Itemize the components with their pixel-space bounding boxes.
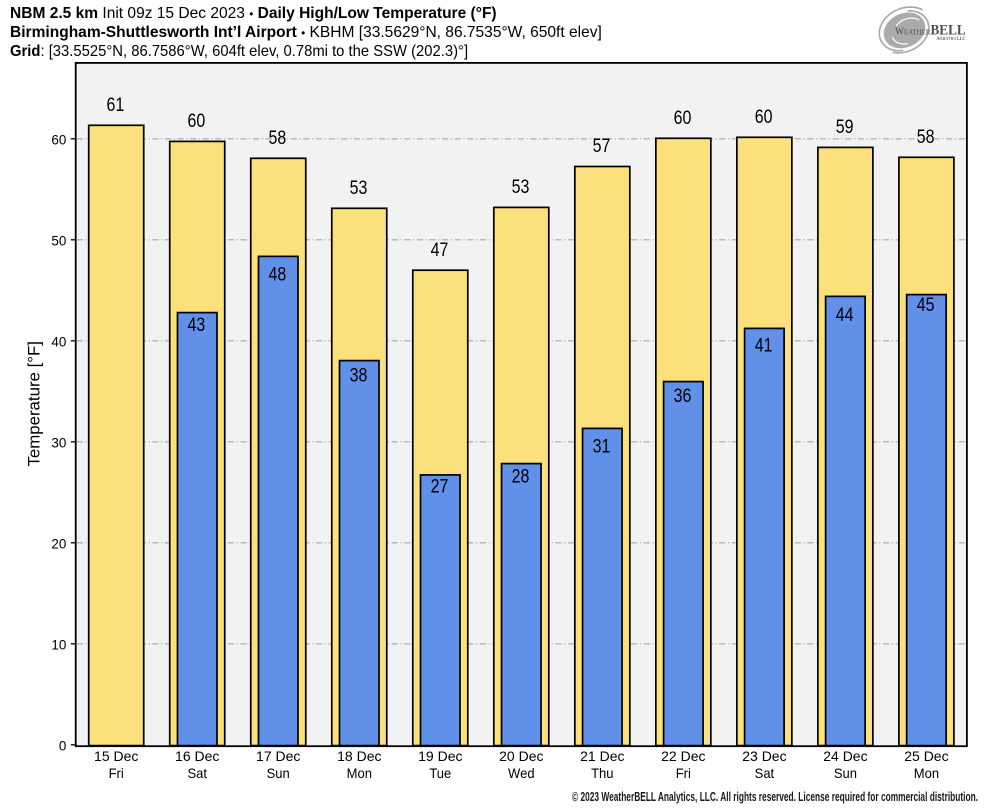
svg-text:© 2023 WeatherBELL Analytics,: © 2023 WeatherBELL Analytics, LLC. All r… — [572, 789, 978, 804]
svg-text:43: 43 — [188, 314, 206, 336]
svg-text:Wed: Wed — [508, 765, 535, 781]
svg-text:60: 60 — [674, 107, 692, 129]
svg-text:0: 0 — [59, 738, 67, 753]
svg-text:60: 60 — [188, 110, 206, 132]
svg-text:28: 28 — [512, 465, 530, 487]
svg-text:20 Dec: 20 Dec — [499, 748, 543, 764]
svg-text:Sun: Sun — [267, 765, 290, 781]
svg-text:10: 10 — [51, 637, 66, 652]
svg-text:Sat: Sat — [755, 765, 775, 781]
svg-text:20: 20 — [51, 536, 66, 551]
svg-text:Fri: Fri — [109, 765, 124, 781]
svg-text:15 Dec: 15 Dec — [94, 748, 138, 764]
svg-text:Tue: Tue — [429, 765, 451, 781]
svg-text:Mon: Mon — [914, 765, 939, 781]
svg-text:Fri: Fri — [676, 765, 691, 781]
svg-text:58: 58 — [917, 126, 935, 148]
svg-text:23 Dec: 23 Dec — [742, 748, 786, 764]
svg-text:58: 58 — [269, 127, 287, 149]
svg-text:48: 48 — [269, 263, 287, 285]
svg-text:45: 45 — [917, 294, 935, 316]
svg-text:59: 59 — [836, 116, 854, 138]
svg-text:16 Dec: 16 Dec — [175, 748, 219, 764]
svg-text:38: 38 — [350, 364, 368, 386]
svg-text:60: 60 — [51, 132, 66, 147]
svg-text:25 Dec: 25 Dec — [904, 748, 948, 764]
svg-text:53: 53 — [512, 176, 530, 198]
svg-text:27: 27 — [431, 475, 449, 497]
svg-text:41: 41 — [755, 334, 773, 356]
svg-text:40: 40 — [51, 334, 66, 349]
svg-text:31: 31 — [593, 435, 611, 457]
svg-text:57: 57 — [593, 135, 611, 157]
svg-text:47: 47 — [431, 239, 449, 261]
svg-text:Thu: Thu — [591, 765, 613, 781]
svg-text:Sun: Sun — [834, 765, 857, 781]
svg-text:19 Dec: 19 Dec — [418, 748, 462, 764]
svg-text:Sat: Sat — [187, 765, 207, 781]
svg-text:30: 30 — [51, 435, 66, 450]
svg-text:21 Dec: 21 Dec — [580, 748, 624, 764]
svg-text:60: 60 — [755, 106, 773, 128]
svg-text:24 Dec: 24 Dec — [823, 748, 867, 764]
svg-text:61: 61 — [107, 94, 125, 116]
svg-text:44: 44 — [836, 304, 854, 326]
svg-text:50: 50 — [51, 233, 66, 248]
svg-text:18 Dec: 18 Dec — [337, 748, 381, 764]
svg-text:ANALYTICS LLC: ANALYTICS LLC — [937, 37, 966, 42]
svg-text:36: 36 — [674, 384, 692, 406]
svg-text:Mon: Mon — [347, 765, 372, 781]
svg-text:17 Dec: 17 Dec — [256, 748, 300, 764]
svg-text:53: 53 — [350, 177, 368, 199]
svg-text:22 Dec: 22 Dec — [661, 748, 705, 764]
svg-text:Temperature [°F]: Temperature [°F] — [25, 341, 44, 466]
